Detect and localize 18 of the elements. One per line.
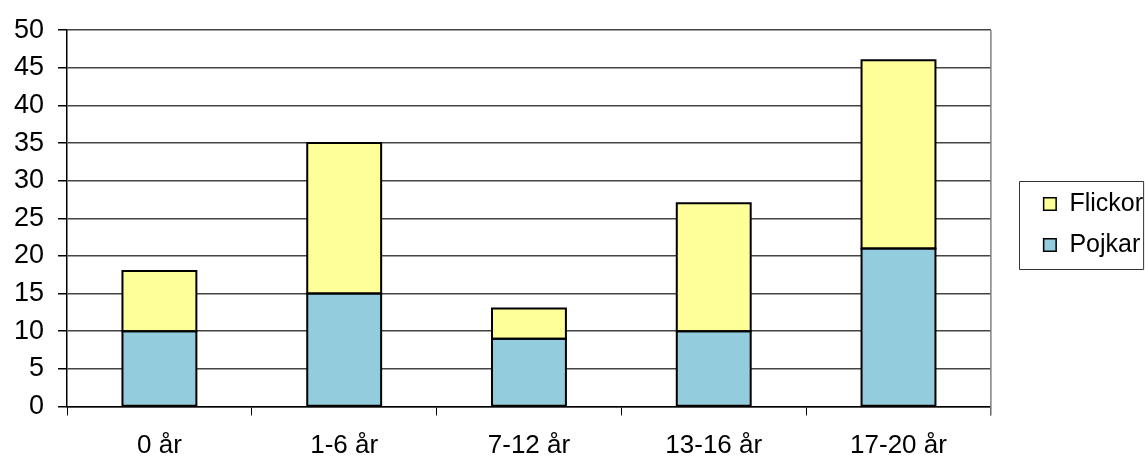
y-tick-label: 25 — [13, 201, 45, 232]
legend-label: Pojkar — [1069, 228, 1141, 257]
x-tick-label: 13-16 år — [665, 428, 763, 459]
x-tick-label: 0 år — [137, 428, 183, 459]
x-tick-label: 7-12 år — [487, 428, 571, 459]
x-tick-label: 17-20 år — [850, 428, 948, 459]
y-tick-label: 45 — [13, 51, 45, 82]
y-tick-label: 0 — [29, 389, 45, 420]
y-tick-label: 30 — [13, 164, 45, 195]
y-tick-label: 15 — [13, 276, 45, 307]
y-tick-label: 50 — [13, 13, 45, 44]
y-tick-label: 5 — [29, 352, 45, 383]
y-tick-label: 35 — [13, 126, 45, 157]
y-tick-label: 40 — [13, 88, 45, 119]
x-tick-label: 1-6 år — [310, 428, 379, 459]
y-tick-label: 20 — [13, 239, 45, 270]
y-tick-label: 10 — [13, 314, 45, 345]
legend-label: Flickor — [1069, 187, 1143, 216]
